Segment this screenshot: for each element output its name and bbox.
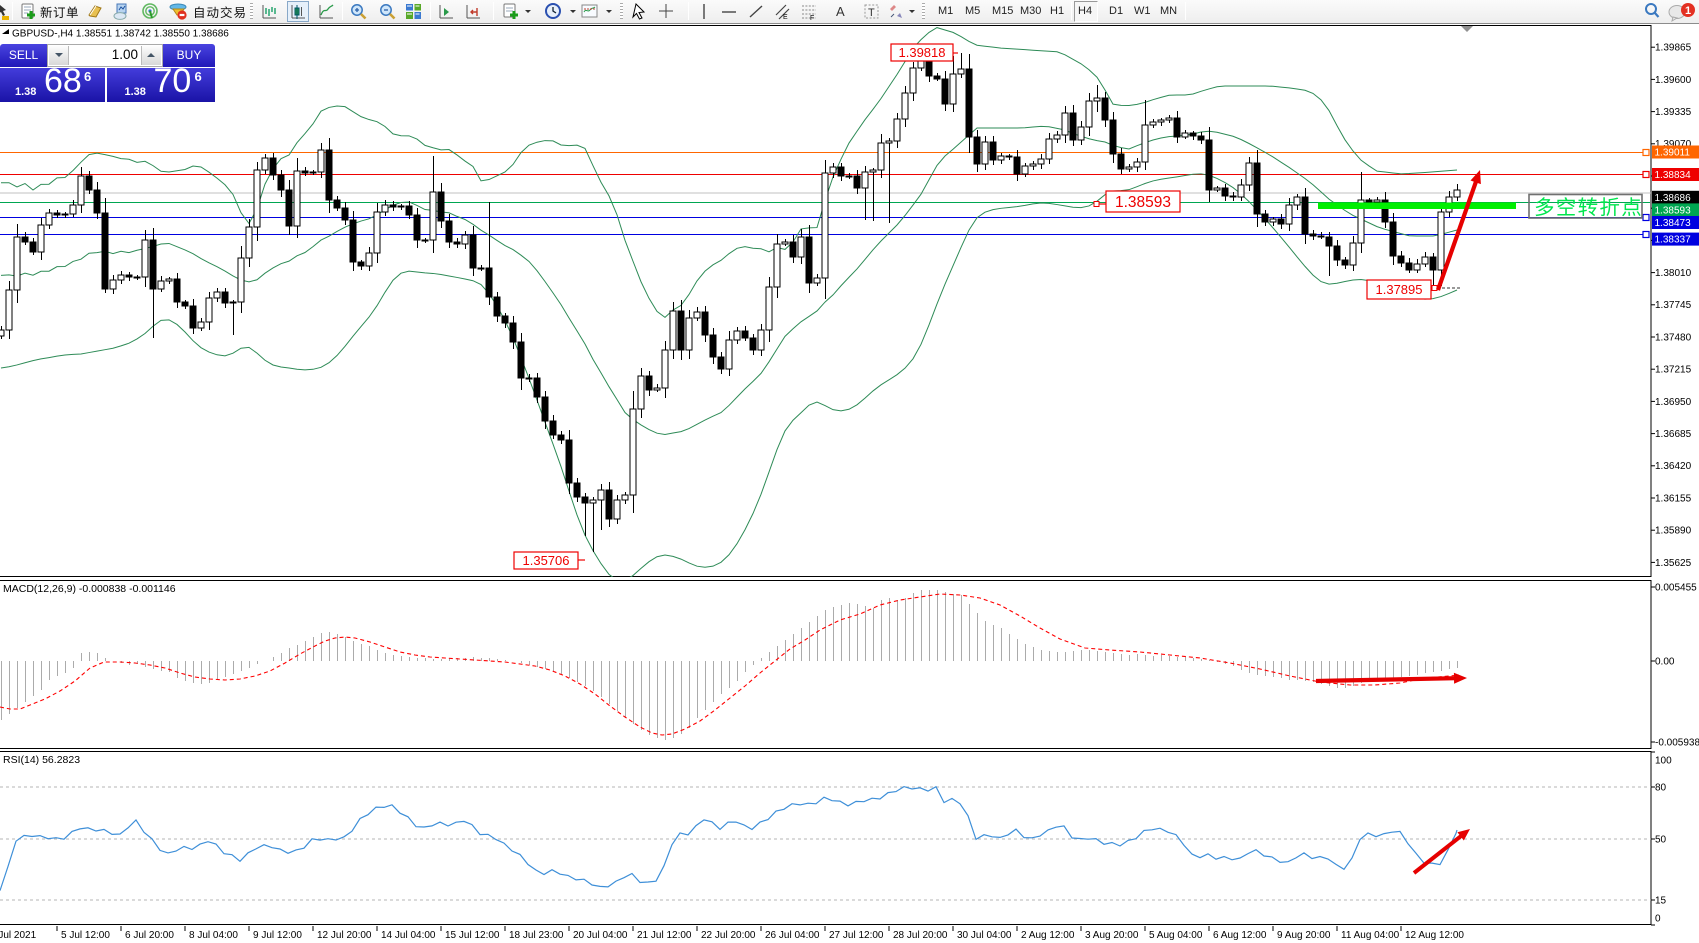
svg-text:1.39865: 1.39865 — [1655, 43, 1692, 54]
svg-text:0: 0 — [1655, 913, 1661, 924]
svg-text:1.36420: 1.36420 — [1655, 461, 1692, 472]
svg-text:1: 1 — [1685, 5, 1691, 17]
svg-text:9 Aug 20:00: 9 Aug 20:00 — [1277, 930, 1331, 941]
svg-text:28 Jul 20:00: 28 Jul 20:00 — [893, 930, 948, 941]
svg-text:RSI(14) 56.2823: RSI(14) 56.2823 — [3, 754, 80, 766]
svg-text:1.39070: 1.39070 — [1655, 139, 1692, 150]
svg-text:5 Jul 12:00: 5 Jul 12:00 — [61, 930, 110, 941]
svg-text:80: 80 — [1655, 782, 1667, 793]
svg-text:1.37745: 1.37745 — [1655, 300, 1692, 311]
svg-text:1.39335: 1.39335 — [1655, 107, 1692, 118]
svg-text:1.38593: 1.38593 — [1115, 194, 1171, 211]
svg-text:1.35890: 1.35890 — [1655, 526, 1692, 537]
svg-text:-0.005938: -0.005938 — [1655, 737, 1699, 748]
svg-text:1.39818: 1.39818 — [899, 45, 946, 60]
svg-text:1.38337: 1.38337 — [1655, 235, 1692, 246]
svg-text:12 Aug 12:00: 12 Aug 12:00 — [1405, 930, 1464, 941]
svg-text:9 Jul 12:00: 9 Jul 12:00 — [253, 930, 302, 941]
svg-text:1.35625: 1.35625 — [1655, 558, 1692, 569]
svg-text:1.38834: 1.38834 — [1655, 170, 1692, 181]
svg-text:15: 15 — [1655, 895, 1667, 906]
svg-text:1.36685: 1.36685 — [1655, 429, 1692, 440]
svg-text:11 Aug 04:00: 11 Aug 04:00 — [1341, 930, 1400, 941]
svg-text:GBPUSD-,H4 1.38551 1.38742 1.: GBPUSD-,H4 1.38551 1.38742 1.38550 1.386… — [12, 29, 229, 40]
svg-text:0.00: 0.00 — [1655, 656, 1675, 667]
svg-text:6 Jul 20:00: 6 Jul 20:00 — [125, 930, 174, 941]
svg-text:22 Jul 20:00: 22 Jul 20:00 — [701, 930, 756, 941]
svg-text:1.39011: 1.39011 — [1655, 148, 1691, 159]
svg-text:0.005455: 0.005455 — [1655, 582, 1697, 593]
svg-text:1.37480: 1.37480 — [1655, 332, 1692, 343]
svg-text:2 Aug 12:00: 2 Aug 12:00 — [1021, 930, 1075, 941]
svg-text:1.38686: 1.38686 — [1655, 193, 1692, 204]
svg-text:1.38010: 1.38010 — [1655, 268, 1692, 279]
svg-text:1.39600: 1.39600 — [1655, 75, 1692, 86]
svg-text:1.36950: 1.36950 — [1655, 397, 1692, 408]
svg-text:1.36155: 1.36155 — [1655, 493, 1692, 504]
svg-text:8 Jul 04:00: 8 Jul 04:00 — [189, 930, 238, 941]
svg-text:20 Jul 04:00: 20 Jul 04:00 — [573, 930, 628, 941]
svg-text:21 Jul 12:00: 21 Jul 12:00 — [637, 930, 692, 941]
svg-text:5 Aug 04:00: 5 Aug 04:00 — [1149, 930, 1203, 941]
svg-text:26 Jul 04:00: 26 Jul 04:00 — [765, 930, 820, 941]
svg-text:E: E — [783, 14, 788, 21]
svg-text:6 Aug 12:00: 6 Aug 12:00 — [1213, 930, 1267, 941]
svg-text:1.37215: 1.37215 — [1655, 365, 1692, 376]
svg-text:1.38473: 1.38473 — [1655, 218, 1692, 229]
svg-text:30 Jul 04:00: 30 Jul 04:00 — [957, 930, 1012, 941]
svg-text:MACD(12,26,9) -0.000838 -0.001: MACD(12,26,9) -0.000838 -0.001146 — [3, 583, 176, 595]
svg-text:1.37895: 1.37895 — [1376, 282, 1423, 297]
svg-text:T: T — [868, 7, 875, 19]
svg-text:15 Jul 12:00: 15 Jul 12:00 — [445, 930, 500, 941]
svg-text:50: 50 — [1655, 834, 1667, 845]
svg-text:1.38593: 1.38593 — [1655, 206, 1692, 217]
svg-text:100: 100 — [1655, 755, 1672, 766]
svg-text:3 Aug 20:00: 3 Aug 20:00 — [1085, 930, 1139, 941]
svg-text:F: F — [810, 15, 814, 21]
svg-text:27 Jul 12:00: 27 Jul 12:00 — [829, 930, 884, 941]
svg-text:12 Jul 20:00: 12 Jul 20:00 — [317, 930, 372, 941]
svg-text:2 Jul 2021: 2 Jul 2021 — [0, 930, 37, 941]
svg-text:14 Jul 04:00: 14 Jul 04:00 — [381, 930, 436, 941]
svg-text:18 Jul 23:00: 18 Jul 23:00 — [509, 930, 564, 941]
svg-text:1.35706: 1.35706 — [523, 553, 570, 568]
